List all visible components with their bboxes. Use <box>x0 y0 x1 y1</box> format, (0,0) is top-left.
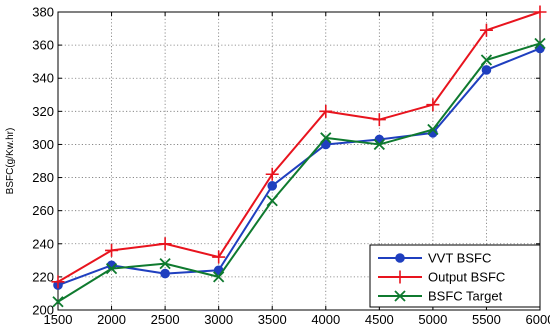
x-tick-label: 5500 <box>472 312 501 326</box>
series-layer <box>51 5 547 308</box>
x-tick-label: 2500 <box>151 312 180 326</box>
series-point <box>105 243 119 257</box>
plot-frame <box>57 11 541 311</box>
series-point <box>320 139 331 150</box>
y-tick-label: 300 <box>32 137 54 152</box>
series-line <box>57 11 541 283</box>
series-point <box>213 271 225 283</box>
series-group <box>52 37 546 308</box>
series-point <box>212 250 226 264</box>
legend-label: Output BSFC <box>428 270 505 285</box>
series-line <box>57 47 541 287</box>
series-point <box>319 104 333 118</box>
series-point <box>158 237 172 251</box>
legend-entry: BSFC Target <box>378 289 503 304</box>
series-point <box>533 5 547 19</box>
series-point <box>373 138 385 151</box>
legend-label: VVT BSFC <box>428 251 491 266</box>
series-line <box>57 42 541 303</box>
y-axis-label: BSFC(g/Kw.hr) <box>5 128 16 195</box>
series-group <box>51 5 547 289</box>
y-tick-label: 260 <box>32 203 54 218</box>
series-point <box>320 132 332 144</box>
x-tick-label: 5000 <box>418 312 447 326</box>
y-tick-label: 220 <box>32 269 54 284</box>
y-tick-label: 340 <box>32 71 54 86</box>
x-tick-label: 3000 <box>204 312 233 326</box>
x-tick-label: 1500 <box>44 312 73 326</box>
y-tick-label: 380 <box>32 5 54 20</box>
y-tick-label: 200 <box>32 303 54 318</box>
series-point <box>395 253 405 263</box>
x-tick-label: 4500 <box>365 312 394 326</box>
series-point <box>266 195 278 207</box>
series-point <box>372 113 386 127</box>
series-point <box>265 167 279 181</box>
x-tick-label: 4000 <box>311 312 340 326</box>
x-tick-label: 6000 <box>526 312 550 326</box>
series-point <box>51 275 65 289</box>
series-point <box>159 258 171 270</box>
legend-entry: Output BSFC <box>378 270 505 285</box>
series-point <box>481 65 492 75</box>
legend-label: BSFC Target <box>428 289 503 304</box>
series-point <box>394 290 406 302</box>
series-point <box>426 98 440 112</box>
legend-entry: VVT BSFC <box>378 251 491 266</box>
series-point <box>105 262 118 275</box>
x-tick-label: 3500 <box>258 312 287 326</box>
series-point <box>393 270 407 284</box>
series-point <box>479 23 493 37</box>
series-point <box>267 181 278 191</box>
series-point <box>427 123 439 136</box>
y-tick-label: 240 <box>32 236 54 251</box>
series-point <box>534 37 546 50</box>
legend: VVT BSFC Output BSFC BSFC Target <box>369 244 541 308</box>
y-tick-label: 280 <box>32 170 54 185</box>
series-point <box>480 54 493 66</box>
x-tick-label: 2000 <box>97 312 126 326</box>
y-tick-label: 320 <box>32 104 54 119</box>
y-tick-label: 360 <box>32 38 54 53</box>
series-point <box>160 268 170 279</box>
axis-ticks: 1500 2000 2500 3000 3500 4000 4500 5000 5500 6000… <box>32 5 550 326</box>
series-point <box>52 296 64 308</box>
